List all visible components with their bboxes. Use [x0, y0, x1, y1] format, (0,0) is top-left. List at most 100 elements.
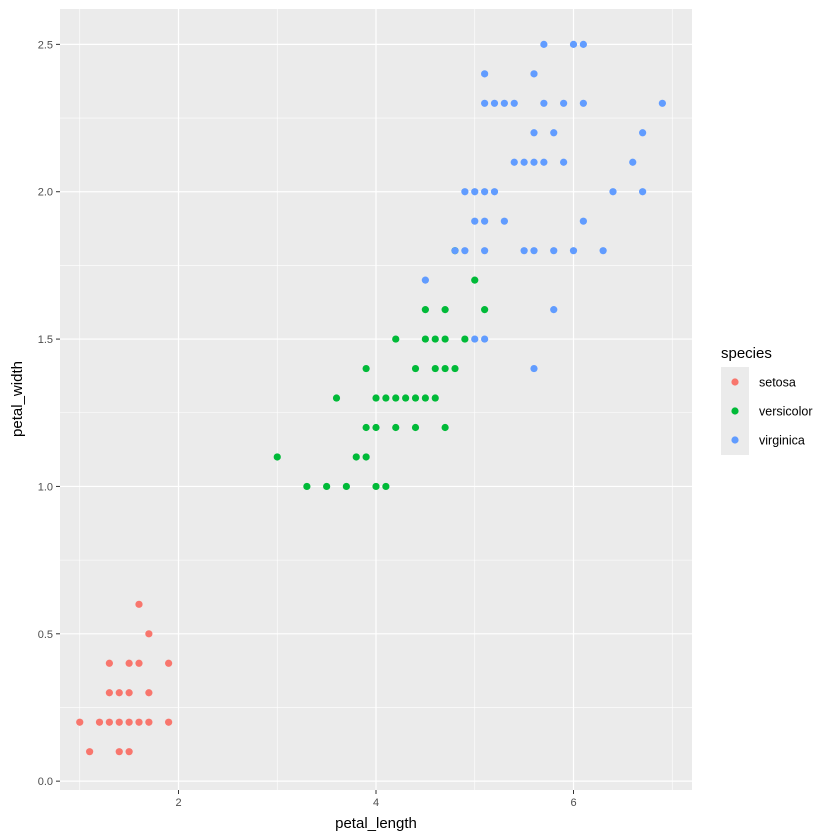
data-point-virginica	[481, 335, 489, 343]
data-point-versicolor	[303, 482, 311, 491]
data-point-versicolor	[382, 482, 390, 491]
legend-key-setosa	[731, 378, 739, 386]
x-axis: 2 4 6	[175, 790, 577, 809]
data-point-setosa	[105, 659, 113, 667]
data-point-virginica	[471, 335, 479, 343]
data-point-virginica	[550, 129, 558, 137]
data-point-virginica	[530, 70, 538, 78]
data-point-versicolor	[392, 394, 400, 402]
data-point-versicolor	[431, 394, 439, 402]
data-point-versicolor	[332, 394, 341, 402]
data-point-versicolor	[441, 335, 449, 343]
data-point-virginica	[481, 70, 489, 78]
data-point-virginica	[530, 129, 538, 137]
data-point-virginica	[629, 158, 637, 166]
data-point-virginica	[451, 247, 459, 255]
series-versicolor	[273, 247, 489, 491]
data-point-versicolor	[421, 394, 429, 402]
data-point-versicolor	[461, 335, 469, 343]
data-point-versicolor	[382, 394, 390, 402]
data-point-virginica	[421, 276, 429, 284]
data-point-virginica	[490, 188, 499, 196]
data-point-versicolor	[431, 335, 439, 343]
data-point-versicolor	[372, 394, 380, 402]
y-tick-label: 2.5	[38, 39, 53, 51]
data-point-setosa	[76, 718, 84, 726]
data-point-virginica	[510, 99, 518, 107]
data-point-versicolor	[471, 276, 479, 284]
data-point-virginica	[639, 129, 647, 137]
data-point-virginica	[579, 217, 587, 225]
data-point-virginica	[560, 99, 568, 107]
data-point-versicolor	[273, 453, 281, 461]
data-point-virginica	[540, 40, 548, 48]
data-point-versicolor	[421, 335, 429, 343]
data-point-versicolor	[481, 306, 489, 314]
data-point-virginica	[520, 247, 528, 255]
legend-items: setosa versicolor virginica	[731, 376, 813, 448]
data-point-virginica	[500, 99, 508, 107]
legend-label-virginica: virginica	[759, 434, 805, 448]
data-point-virginica	[540, 99, 548, 107]
data-point-setosa	[115, 718, 123, 726]
data-point-setosa	[105, 718, 113, 726]
data-point-virginica	[490, 99, 499, 107]
data-point-virginica	[471, 188, 479, 196]
data-point-virginica	[550, 247, 558, 255]
data-point-versicolor	[392, 335, 400, 343]
data-point-versicolor	[411, 364, 420, 373]
legend-label-versicolor: versicolor	[759, 405, 813, 419]
data-point-versicolor	[411, 423, 420, 432]
legend-key-virginica	[731, 436, 739, 444]
data-point-setosa	[135, 600, 143, 608]
data-point-versicolor	[372, 423, 380, 432]
series-virginica	[421, 40, 666, 373]
data-point-virginica	[461, 188, 469, 196]
data-point-virginica	[530, 158, 538, 166]
data-point-setosa	[125, 718, 133, 726]
data-point-virginica	[510, 158, 518, 166]
data-point-versicolor	[362, 423, 370, 432]
data-point-versicolor	[402, 394, 410, 402]
data-point-virginica	[569, 247, 578, 255]
data-point-virginica	[569, 40, 578, 48]
data-point-setosa	[105, 689, 113, 697]
data-point-virginica	[481, 247, 489, 255]
legend-item-setosa: setosa	[731, 376, 796, 390]
data-point-setosa	[125, 748, 133, 756]
data-point-versicolor	[323, 482, 331, 491]
data-point-versicolor	[392, 423, 400, 432]
y-tick-label: 0.0	[38, 776, 53, 788]
data-point-setosa	[135, 659, 143, 667]
data-point-setosa	[135, 718, 143, 726]
series-setosa	[76, 600, 173, 756]
data-point-versicolor	[362, 453, 370, 461]
x-axis-title: petal_length	[335, 815, 417, 832]
data-point-virginica	[530, 364, 538, 373]
data-point-setosa	[165, 659, 173, 667]
legend-item-versicolor: versicolor	[731, 405, 813, 419]
data-point-setosa	[125, 689, 133, 697]
data-point-versicolor	[411, 394, 420, 402]
legend-item-virginica: virginica	[731, 434, 805, 448]
data-point-virginica	[481, 217, 489, 225]
data-point-setosa	[145, 718, 153, 726]
y-tick-label: 0.5	[38, 629, 53, 641]
data-point-virginica	[550, 306, 558, 314]
y-axis-title: petal_width	[9, 361, 26, 437]
data-point-versicolor	[431, 364, 439, 373]
data-point-virginica	[500, 217, 508, 225]
data-point-virginica	[579, 40, 587, 48]
data-point-virginica	[579, 99, 587, 107]
legend: species setosa versicolor virginica	[721, 345, 813, 455]
x-tick-label: 2	[175, 797, 181, 809]
data-point-setosa	[86, 748, 94, 756]
data-point-versicolor	[441, 423, 449, 432]
data-point-virginica	[540, 158, 548, 166]
data-point-virginica	[461, 247, 469, 255]
data-point-versicolor	[451, 364, 459, 373]
y-tick-label: 2.0	[38, 187, 53, 199]
data-point-versicolor	[441, 364, 449, 373]
data-point-virginica	[520, 158, 528, 166]
